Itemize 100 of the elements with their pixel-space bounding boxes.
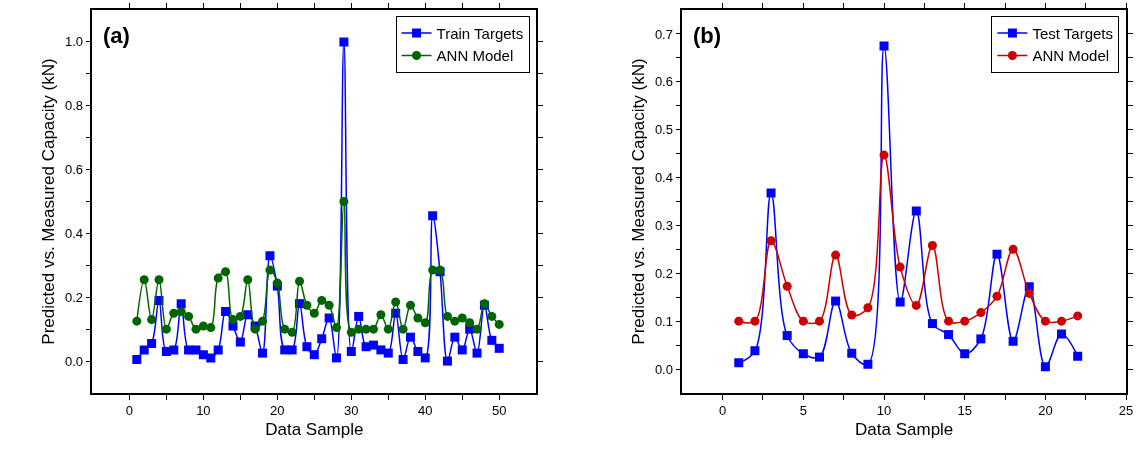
point [302, 342, 312, 352]
point [235, 337, 245, 347]
point [895, 297, 905, 307]
point [139, 345, 149, 355]
point [265, 265, 275, 275]
point [405, 332, 415, 342]
y-tick-label: 0.6 [654, 74, 673, 90]
point [420, 318, 430, 328]
point [265, 251, 275, 261]
point [287, 345, 297, 355]
point [154, 275, 164, 285]
point [169, 308, 179, 318]
point [221, 267, 231, 277]
point [798, 316, 808, 326]
x-tick-label: 20 [1038, 403, 1053, 419]
point [383, 348, 393, 358]
point [494, 319, 504, 329]
point [258, 316, 268, 326]
point [992, 249, 1002, 259]
point [879, 41, 889, 51]
x-tick-label: 50 [491, 403, 507, 419]
point [405, 300, 415, 310]
text: (a) [103, 23, 130, 48]
point [911, 300, 921, 310]
point [1073, 311, 1083, 321]
point [831, 296, 841, 306]
point [766, 188, 776, 198]
point [992, 291, 1002, 301]
point [169, 345, 179, 355]
point [863, 303, 873, 313]
x-tick-label: 5 [799, 403, 807, 419]
text: 0.0 [654, 361, 673, 377]
y-tick-label: 0.4 [65, 225, 84, 241]
point [863, 359, 873, 369]
point [457, 345, 467, 355]
y-tick-label: 0.8 [65, 98, 84, 114]
point [398, 354, 408, 364]
point [147, 339, 157, 349]
point [450, 332, 460, 342]
point [206, 323, 216, 333]
point [213, 345, 223, 355]
point [206, 353, 216, 363]
point [472, 324, 482, 334]
point [132, 316, 142, 326]
point [814, 316, 824, 326]
point [213, 273, 223, 283]
x-tick-label: 0 [125, 403, 134, 419]
point [287, 327, 297, 337]
point [221, 307, 231, 317]
point [132, 354, 142, 364]
point [1008, 336, 1018, 346]
point [750, 346, 760, 356]
point [376, 310, 386, 320]
point [1040, 316, 1050, 326]
y-tick-label: 0.2 [654, 265, 673, 281]
y-tick-label: 0.3 [654, 217, 673, 233]
point [139, 275, 149, 285]
point [450, 316, 460, 326]
point [831, 250, 841, 260]
point [960, 349, 970, 359]
y-axis-title: Predicted vs. Measured Capacity (kN) [39, 58, 59, 345]
point [1057, 329, 1067, 339]
point [258, 348, 268, 358]
point [309, 308, 319, 318]
point [302, 300, 312, 310]
point [847, 348, 857, 358]
point [147, 315, 157, 325]
point [391, 297, 401, 307]
text: 1.0 [65, 34, 84, 50]
point [1073, 351, 1083, 361]
point [191, 324, 201, 334]
point [465, 318, 475, 328]
point [944, 330, 954, 340]
point [976, 334, 986, 344]
point [346, 347, 356, 357]
point [413, 313, 423, 323]
point [911, 206, 921, 216]
point [494, 343, 504, 353]
point [420, 353, 430, 363]
x-tick-label: 0 [719, 403, 727, 419]
point [398, 324, 408, 334]
point [960, 316, 970, 326]
point [442, 311, 452, 321]
point [976, 308, 986, 318]
legend-label: Test Targets [1032, 24, 1114, 42]
point [354, 324, 364, 334]
point [332, 353, 341, 363]
x-tick-label: 15 [957, 403, 972, 419]
point [782, 331, 792, 341]
y-tick-label: 0.6 [65, 162, 84, 178]
point [782, 281, 792, 291]
point [376, 345, 386, 355]
y-tick-label: 0.2 [65, 289, 84, 305]
y-axis-title: Predicted vs. Measured Capacity (kN) [628, 58, 648, 345]
point [413, 347, 423, 357]
point [176, 307, 186, 317]
legend-label: ANN Model [1032, 47, 1110, 65]
legend-label: ANN Model [436, 47, 514, 65]
y-tick-label: 0.1 [654, 313, 673, 329]
x-axis-title: Data Sample [265, 420, 364, 440]
